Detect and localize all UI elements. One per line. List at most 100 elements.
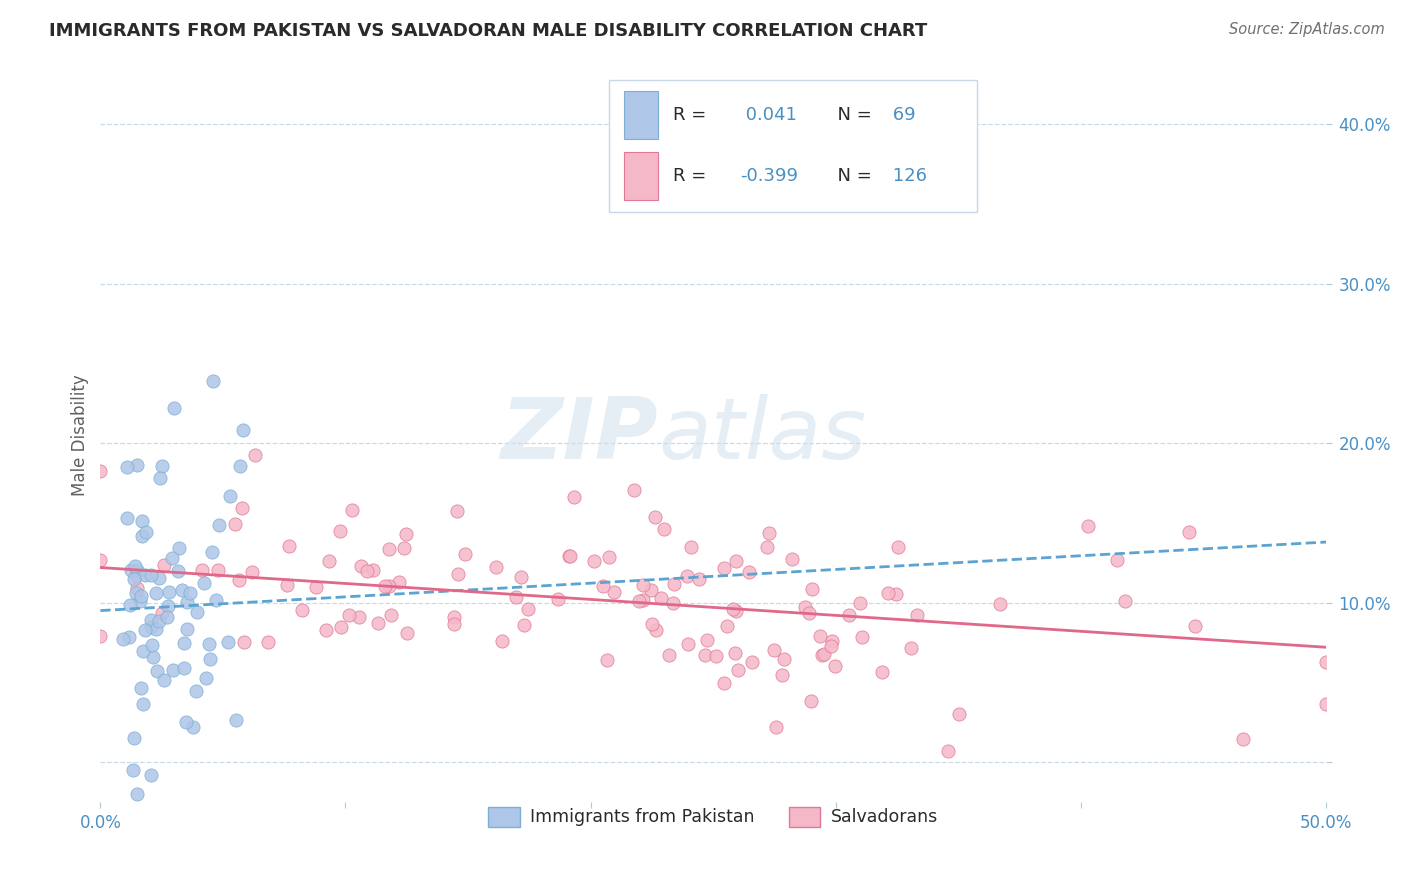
- Point: [763, 642, 786, 657]
- Point: [224, 516, 246, 531]
- Point: [780, 551, 803, 566]
- Point: [150, 458, 173, 473]
- Point: [145, 623, 167, 637]
- Point: [378, 579, 401, 593]
- Point: [813, 647, 835, 661]
- Point: [640, 582, 662, 597]
- Point: [884, 587, 907, 601]
- Point: [664, 577, 686, 591]
- Point: [163, 401, 186, 415]
- Point: [330, 620, 353, 634]
- Point: [125, 458, 148, 472]
- Point: [329, 524, 352, 538]
- Point: [225, 713, 247, 727]
- Text: R =: R =: [672, 168, 711, 186]
- Point: [558, 549, 581, 563]
- Point: [631, 592, 654, 607]
- Point: [125, 586, 148, 600]
- Point: [675, 569, 697, 583]
- Point: [562, 490, 585, 504]
- Point: [132, 644, 155, 658]
- Point: [145, 585, 167, 599]
- Text: Source: ZipAtlas.com: Source: ZipAtlas.com: [1229, 22, 1385, 37]
- Point: [1105, 552, 1128, 566]
- Point: [1184, 618, 1206, 632]
- Point: [124, 559, 146, 574]
- Point: [198, 652, 221, 666]
- Point: [662, 596, 685, 610]
- Point: [395, 526, 418, 541]
- Point: [688, 572, 710, 586]
- Point: [592, 579, 614, 593]
- FancyBboxPatch shape: [609, 79, 977, 211]
- Point: [118, 630, 141, 644]
- Point: [179, 585, 201, 599]
- Point: [169, 541, 191, 555]
- Point: [141, 638, 163, 652]
- Point: [596, 653, 619, 667]
- Point: [160, 551, 183, 566]
- Point: [115, 510, 138, 524]
- Point: [724, 646, 747, 660]
- FancyBboxPatch shape: [624, 153, 658, 200]
- Point: [356, 564, 378, 578]
- Point: [716, 618, 738, 632]
- Point: [204, 593, 226, 607]
- Point: [131, 681, 153, 696]
- Point: [129, 589, 152, 603]
- Point: [516, 602, 538, 616]
- Point: [1232, 731, 1254, 746]
- Point: [125, 787, 148, 801]
- Point: [167, 564, 190, 578]
- Text: N =: N =: [825, 168, 877, 186]
- Point: [367, 615, 389, 630]
- Point: [118, 598, 141, 612]
- Point: [628, 594, 651, 608]
- Point: [793, 600, 815, 615]
- Point: [547, 592, 569, 607]
- Point: [148, 614, 170, 628]
- Point: [89, 629, 111, 643]
- Point: [243, 448, 266, 462]
- Point: [89, 465, 111, 479]
- Point: [765, 720, 787, 734]
- Point: [228, 459, 250, 474]
- Point: [217, 635, 239, 649]
- Point: [184, 684, 207, 698]
- Point: [208, 517, 231, 532]
- Point: [125, 568, 148, 582]
- Point: [378, 541, 401, 556]
- Point: [905, 607, 928, 622]
- Point: [513, 618, 536, 632]
- Point: [277, 539, 299, 553]
- Point: [446, 503, 468, 517]
- Point: [870, 665, 893, 680]
- Point: [159, 585, 181, 599]
- Point: [240, 566, 263, 580]
- Point: [756, 540, 779, 554]
- Text: 126: 126: [887, 168, 927, 186]
- Point: [305, 581, 328, 595]
- Point: [696, 632, 718, 647]
- Point: [773, 652, 796, 666]
- Point: [176, 622, 198, 636]
- Text: 0.041: 0.041: [740, 106, 797, 124]
- Point: [644, 510, 666, 524]
- Point: [851, 631, 873, 645]
- Point: [142, 650, 165, 665]
- Point: [1178, 525, 1201, 540]
- Point: [129, 594, 152, 608]
- Point: [232, 635, 254, 649]
- Point: [704, 648, 727, 663]
- Point: [134, 568, 156, 582]
- Point: [388, 575, 411, 590]
- Point: [738, 565, 761, 579]
- Point: [131, 514, 153, 528]
- Point: [454, 547, 477, 561]
- Point: [340, 502, 363, 516]
- Point: [658, 648, 681, 663]
- Point: [443, 617, 465, 632]
- Point: [948, 706, 970, 721]
- Point: [713, 561, 735, 575]
- Point: [115, 459, 138, 474]
